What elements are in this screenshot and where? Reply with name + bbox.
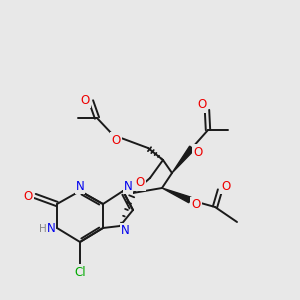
Text: O: O [80, 94, 90, 106]
Text: O: O [111, 134, 121, 146]
Text: O: O [135, 176, 145, 190]
Text: N: N [76, 179, 84, 193]
Text: O: O [221, 179, 231, 193]
Text: H: H [39, 224, 47, 234]
Text: N: N [121, 224, 129, 238]
Text: Cl: Cl [74, 266, 86, 278]
Text: O: O [23, 190, 33, 202]
Text: N: N [124, 179, 132, 193]
Text: O: O [197, 98, 207, 112]
Polygon shape [172, 146, 194, 173]
Text: N: N [46, 221, 56, 235]
Text: O: O [191, 199, 201, 212]
Text: O: O [194, 146, 202, 158]
Polygon shape [162, 188, 191, 203]
